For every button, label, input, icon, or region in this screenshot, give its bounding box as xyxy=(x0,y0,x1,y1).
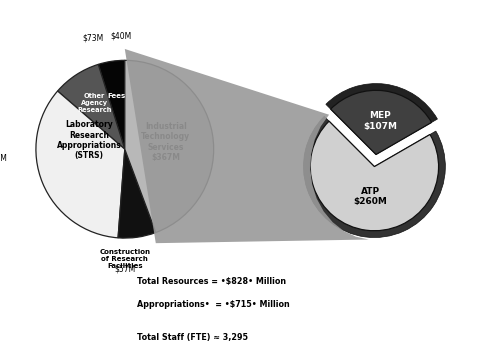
Wedge shape xyxy=(36,91,125,238)
Text: ATP
$260M: ATP $260M xyxy=(353,187,387,206)
Polygon shape xyxy=(125,49,369,243)
Text: Appropriations•  = •$715• Million: Appropriations• = •$715• Million xyxy=(137,300,289,309)
Text: $57M: $57M xyxy=(114,265,135,274)
Text: $73M: $73M xyxy=(83,34,104,43)
Text: Construction
of Research
Facilities: Construction of Research Facilities xyxy=(99,249,150,269)
Wedge shape xyxy=(326,84,437,154)
Wedge shape xyxy=(125,60,214,232)
Text: Industrial
Technology
Services
$367M: Industrial Technology Services $367M xyxy=(141,122,191,162)
Text: Fees: Fees xyxy=(108,93,126,100)
Wedge shape xyxy=(331,90,432,154)
Text: Other
Agency
Research: Other Agency Research xyxy=(77,93,112,113)
Text: Laboratory
Research
Appropriations
(STRS): Laboratory Research Appropriations (STRS… xyxy=(57,120,121,160)
Wedge shape xyxy=(310,121,439,231)
Text: $291M: $291M xyxy=(0,154,8,163)
Wedge shape xyxy=(118,149,156,238)
Text: $40M: $40M xyxy=(110,32,131,41)
Text: MEP
$107M: MEP $107M xyxy=(363,111,397,131)
Text: Total Resources = •$828• Million: Total Resources = •$828• Million xyxy=(137,277,286,286)
Text: Total Staff (FTE) ≈ 3,295: Total Staff (FTE) ≈ 3,295 xyxy=(137,333,248,342)
Wedge shape xyxy=(58,65,125,149)
Wedge shape xyxy=(98,60,125,149)
Wedge shape xyxy=(303,116,445,237)
